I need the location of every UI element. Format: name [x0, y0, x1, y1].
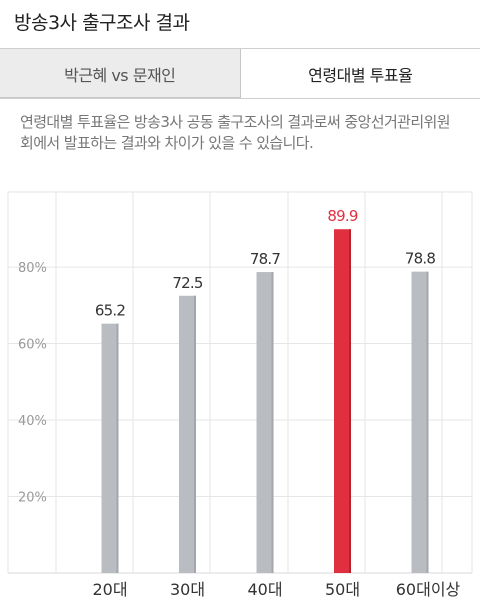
- bar-value-label: 72.5: [172, 274, 202, 292]
- bar-chart-svg: 20% 40% 60% 80% 65.2 20대 72.5 30대 78.7 40대 89.9 50…: [7, 191, 473, 599]
- bar-value-label: 89.9: [327, 207, 357, 225]
- notice-text: 연령대별 투표율은 방송3사 공동 출구조사의 결과로써 중앙선거관리위원회에서…: [20, 113, 451, 152]
- bar-shade: [271, 272, 274, 573]
- bar-shade: [349, 229, 351, 573]
- tab-candidate-comparison[interactable]: 박근혜 vs 문재인: [0, 49, 241, 98]
- bar-20대: [101, 323, 119, 573]
- bar-shade: [426, 271, 429, 573]
- bar-value-label: 78.7: [250, 250, 280, 268]
- page-title: 방송3사 출구조사 결과: [14, 12, 190, 34]
- y-tick-label: 40%: [18, 414, 47, 429]
- bar-shade: [116, 323, 119, 573]
- tab-bar: 박근혜 vs 문재인 연령대별 투표율: [0, 49, 480, 99]
- x-category-label: 40대: [247, 580, 282, 599]
- tab-turnout-by-age[interactable]: 연령대별 투표율: [240, 49, 480, 98]
- bar-value-label: 78.8: [405, 250, 435, 268]
- bar-shade: [194, 295, 196, 573]
- y-tick-label: 20%: [18, 491, 47, 506]
- y-tick-label: 80%: [18, 261, 47, 276]
- x-category-label: 20대: [92, 580, 127, 599]
- bar-value-label: 65.2: [95, 302, 125, 320]
- bar-60대이상: [411, 271, 429, 573]
- x-category-label: 60대이상: [396, 580, 461, 599]
- turnout-chart: 20% 40% 60% 80% 65.2 20대 72.5 30대 78.7 40대 89.9 50…: [0, 190, 480, 607]
- x-category-label: 50대: [325, 580, 360, 599]
- title-divider: [0, 48, 480, 49]
- x-category-label: 30대: [170, 580, 205, 599]
- bar-40대: [256, 272, 274, 573]
- bar-50대: [334, 229, 351, 573]
- bar-30대: [179, 295, 196, 573]
- y-tick-label: 60%: [18, 338, 47, 353]
